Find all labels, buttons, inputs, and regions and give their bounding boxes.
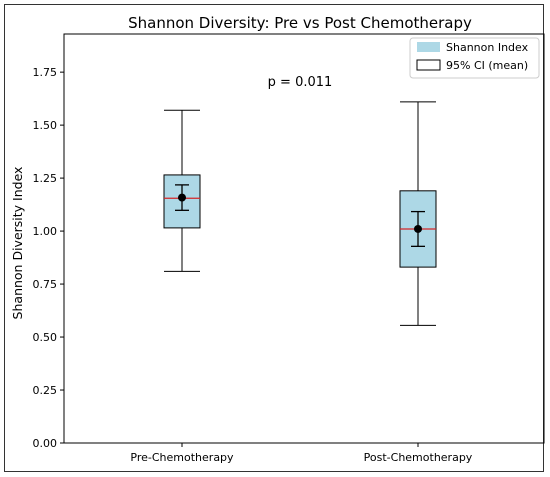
x-tick-label: Post-Chemotherapy xyxy=(364,451,473,464)
chart-title: Shannon Diversity: Pre vs Post Chemother… xyxy=(128,14,472,32)
y-tick-label: 1.75 xyxy=(33,66,58,79)
x-axis-ticks: Pre-Chemotherapy Post-Chemotherapy xyxy=(130,443,473,464)
y-tick-label: 1.00 xyxy=(33,225,58,238)
mean-point xyxy=(414,224,422,233)
legend: Shannon Index 95% CI (mean) xyxy=(409,37,540,79)
legend-swatch-shannon-index xyxy=(417,42,440,52)
legend-frame xyxy=(409,37,540,79)
box-pre-chemotherapy xyxy=(163,109,201,272)
legend-swatch-95-ci xyxy=(416,59,441,71)
legend-label-95-ci: 95% CI (mean) xyxy=(446,59,528,72)
mean-point xyxy=(178,193,186,202)
y-tick-label: 1.25 xyxy=(33,172,58,185)
box-post-chemotherapy xyxy=(399,101,437,326)
y-axis-ticks: 0.00 0.25 0.50 0.75 1.00 1.25 1.50 1.75 xyxy=(33,66,64,450)
p-value-annotation: p = 0.011 xyxy=(268,75,333,90)
box-series xyxy=(163,101,437,326)
y-tick-label: 0.25 xyxy=(33,384,58,397)
y-tick-label: 0.00 xyxy=(33,437,58,450)
y-tick-label: 0.75 xyxy=(33,278,58,291)
figure-frame xyxy=(4,4,544,472)
y-tick-label: 0.50 xyxy=(33,331,58,344)
legend-label-shannon-index: Shannon Index xyxy=(446,41,529,54)
y-tick-label: 1.50 xyxy=(33,119,58,132)
plot-area-frame xyxy=(63,33,545,444)
y-axis-label: Shannon Diversity Index xyxy=(10,167,25,320)
x-tick-label: Pre-Chemotherapy xyxy=(130,451,234,464)
